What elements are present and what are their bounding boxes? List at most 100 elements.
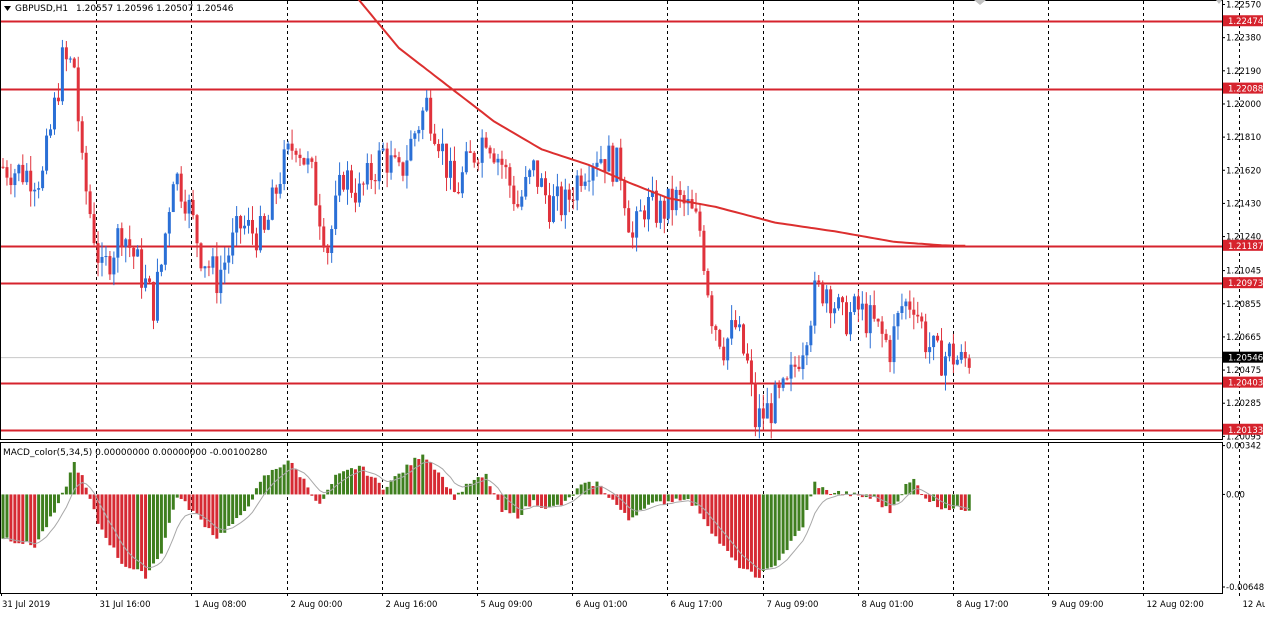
candle-body (160, 265, 163, 272)
macd-bar (528, 494, 531, 506)
candle-body (706, 271, 709, 295)
candle-body (267, 220, 270, 230)
macd-bar (710, 494, 713, 533)
candle-body (33, 190, 36, 192)
macd-bar (508, 494, 511, 513)
candle-body (69, 59, 72, 60)
macd-bar (164, 494, 167, 537)
candle-body (588, 181, 591, 182)
macd-bar (322, 494, 325, 498)
macd-bar (659, 494, 662, 501)
candle-body (120, 228, 123, 247)
candle-body (619, 148, 622, 181)
candle-body (560, 186, 563, 215)
candle-body (41, 171, 44, 188)
candle-body (144, 278, 147, 287)
macd-bar (576, 488, 579, 494)
candle-body (770, 403, 773, 423)
candle-body (104, 256, 107, 257)
macd-bar (485, 474, 488, 495)
candle-body (421, 111, 424, 130)
candle-body (140, 249, 143, 288)
macd-bar (900, 494, 903, 495)
macd-bar (500, 494, 503, 512)
macd-bar (25, 494, 28, 541)
time-tick-label: 8 Aug 17:00 (957, 600, 1009, 610)
candle-body (235, 216, 238, 233)
candle-body (635, 211, 638, 237)
macd-bar (33, 494, 36, 547)
macd-bar (801, 494, 804, 527)
macd-bar (722, 494, 725, 545)
candle-body (152, 282, 155, 321)
macd-bar (239, 494, 242, 515)
macd-bar (370, 477, 373, 495)
macd-bar (366, 476, 369, 495)
macd-bar (398, 474, 401, 495)
candle-body (730, 320, 733, 338)
macd-bar (790, 494, 793, 540)
macd-bar (279, 467, 282, 494)
time-tick-label: 6 Aug 01:00 (576, 600, 628, 610)
chart-header: GBPUSD,H1 1.20557 1.20596 1.20507 1.2054… (4, 4, 234, 14)
time-tick-label: 31 Jul 2019 (2, 600, 50, 610)
level-tag-label: 1.20133 (1228, 426, 1263, 436)
candle-body (631, 232, 634, 237)
macd-bar (128, 494, 131, 568)
candle-body (821, 282, 824, 303)
time-tick-label: 8 Aug 01:00 (862, 600, 914, 610)
macd-bar (825, 490, 828, 494)
main-chart-frame (1, 1, 1223, 440)
macd-bar (61, 493, 64, 495)
macd-bar (449, 489, 452, 495)
macd-bar (619, 494, 622, 509)
candle-body (817, 281, 820, 283)
candle-body (833, 308, 836, 313)
macd-bar (560, 494, 563, 505)
candle-body (528, 170, 531, 177)
candle-body (556, 186, 559, 196)
macd-bar (378, 483, 381, 495)
macd-bar (770, 494, 773, 567)
macd-bar (243, 494, 246, 511)
macd-bar (948, 494, 951, 510)
candle-body (500, 159, 503, 165)
candle-body (865, 304, 868, 333)
macd-bar (924, 494, 927, 498)
candle-body (568, 190, 571, 200)
candle-body (718, 330, 721, 347)
macd-bar (540, 494, 543, 507)
candle-body (239, 216, 242, 228)
candle-body (485, 138, 488, 148)
macd-bar (774, 494, 777, 565)
candle-body (524, 177, 527, 197)
macd-bar (596, 482, 599, 495)
macd-bar (592, 486, 595, 494)
candle-body (358, 184, 361, 203)
price-tick-label: 1.20475 (1226, 366, 1261, 376)
macd-bar (176, 494, 179, 497)
level-tag-label: 1.22474 (1228, 17, 1263, 27)
candle-body (508, 167, 511, 185)
macd-bar (465, 484, 468, 495)
candle-body (572, 200, 575, 201)
candle-body (869, 305, 872, 333)
candle-body (207, 266, 210, 267)
macd-bar (461, 492, 464, 495)
candle-body (908, 301, 911, 309)
candle-body (132, 248, 135, 257)
candle-body (889, 340, 892, 362)
candle-body (390, 155, 393, 172)
macd-bar (651, 494, 654, 502)
candle-body (516, 204, 519, 207)
candle-body (603, 159, 606, 171)
candle-body (754, 383, 757, 428)
candle-body (873, 305, 876, 319)
candle-body (960, 352, 963, 360)
candle-body (374, 180, 377, 181)
macd-bar (37, 494, 40, 539)
macd-bar (156, 494, 159, 559)
candle-body (386, 149, 389, 173)
candle-body (762, 408, 765, 418)
